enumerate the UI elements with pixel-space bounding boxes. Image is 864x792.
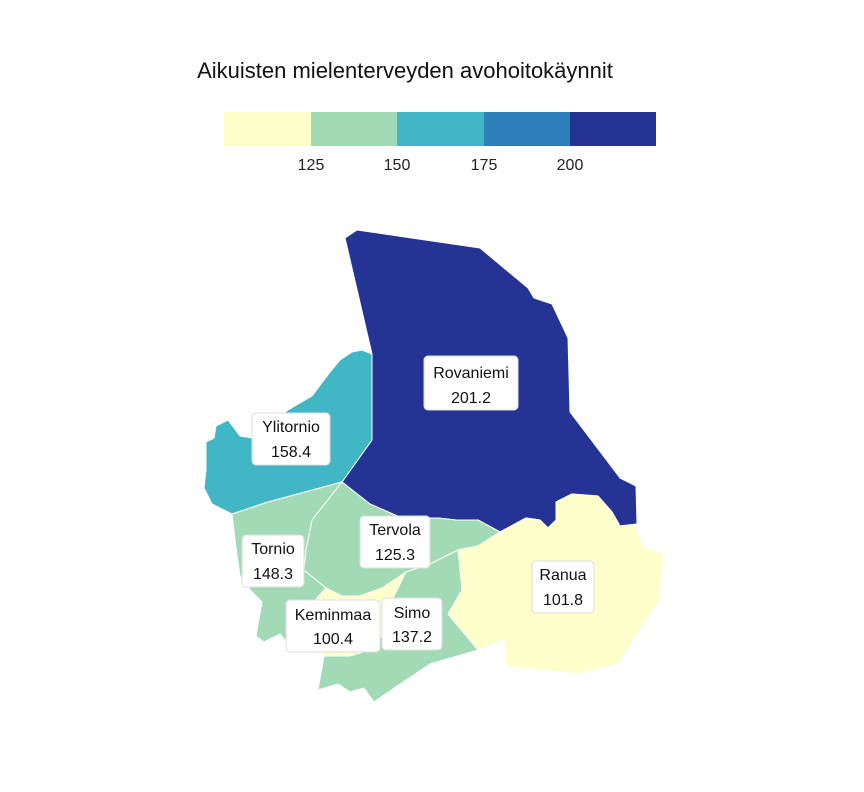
legend-swatch-5 (570, 112, 656, 146)
label-simo: Simo 137.2 (381, 597, 443, 651)
legend-tick-label: 200 (557, 157, 584, 174)
label-ylitornio: Ylitornio 158.4 (251, 412, 331, 466)
label-value: 101.8 (543, 592, 583, 609)
label-name: Ranua (539, 567, 586, 584)
label-value: 201.2 (451, 390, 491, 407)
legend-swatch-2 (311, 112, 397, 146)
label-value: 137.2 (392, 629, 432, 646)
label-box (359, 515, 431, 569)
label-name: Tervola (369, 522, 421, 539)
label-box (251, 412, 331, 466)
label-tervola: Tervola 125.3 (359, 515, 431, 569)
map-title: Aikuisten mielenterveyden avohoitokäynni… (197, 58, 613, 83)
legend-swatch-1 (224, 112, 311, 146)
label-value: 125.3 (375, 547, 415, 564)
label-ranua: Ranua 101.8 (531, 560, 595, 614)
label-name: Rovaniemi (433, 365, 509, 382)
label-box (423, 355, 519, 411)
label-keminmaa: Keminmaa 100.4 (285, 599, 381, 653)
label-name: Tornio (251, 541, 295, 558)
region-labels: Rovaniemi 201.2 Ylitornio 158.4 Tornio 1… (241, 355, 595, 653)
legend-swatch-4 (484, 112, 570, 146)
label-name: Keminmaa (295, 607, 372, 624)
legend-swatch-3 (397, 112, 484, 146)
legend-tick-label: 175 (471, 157, 498, 174)
label-value: 148.3 (253, 566, 293, 583)
label-value: 100.4 (313, 631, 353, 648)
label-name: Simo (394, 605, 431, 622)
legend-tick-label: 150 (384, 157, 411, 174)
label-box (285, 599, 381, 653)
legend: 125 150 175 200 (224, 112, 656, 174)
legend-tick-label: 125 (298, 157, 325, 174)
label-tornio: Tornio 148.3 (241, 534, 305, 588)
label-value: 158.4 (271, 444, 311, 461)
label-rovaniemi: Rovaniemi 201.2 (423, 355, 519, 411)
label-name: Ylitornio (262, 419, 320, 436)
label-box (241, 534, 305, 588)
label-box (531, 560, 595, 614)
label-box (381, 597, 443, 651)
